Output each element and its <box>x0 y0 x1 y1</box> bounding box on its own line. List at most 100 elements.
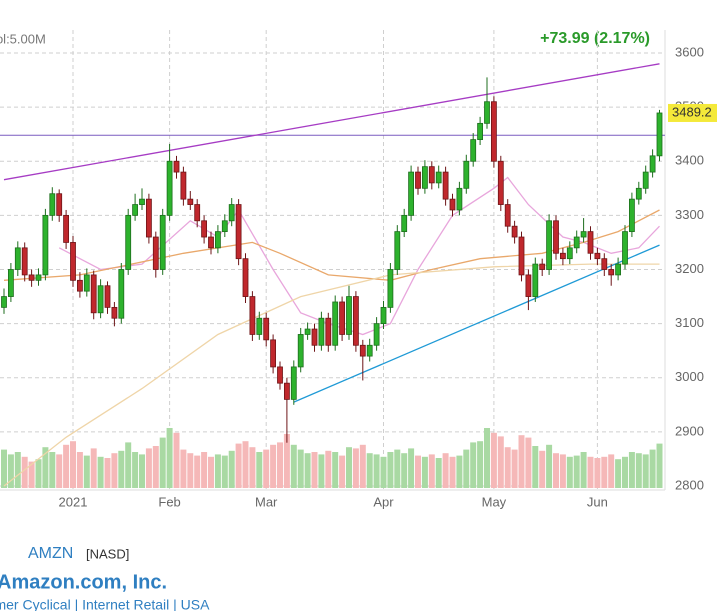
candle-body <box>642 171 649 189</box>
candle-body <box>125 214 132 270</box>
candle-body <box>104 285 111 308</box>
candle-body <box>139 198 145 205</box>
volume-bar <box>539 450 546 488</box>
candle-body <box>70 242 76 281</box>
candle-body <box>573 236 580 249</box>
candle-body <box>525 274 532 297</box>
candle-body <box>21 247 28 276</box>
candle-body <box>635 187 642 200</box>
volume-bar <box>201 452 208 488</box>
volume-bar <box>594 458 601 488</box>
volume-bar <box>401 453 408 488</box>
volume-bar <box>642 454 649 488</box>
volume-bar <box>283 434 290 488</box>
candle-body <box>608 269 615 276</box>
volume-bar <box>421 456 428 488</box>
volume-bar <box>304 453 311 488</box>
volume-bar <box>277 442 283 488</box>
candle-body <box>470 139 477 162</box>
sector: Consumer Cyclical | Internet Retail | US… <box>0 597 210 611</box>
volume-bar <box>504 447 511 488</box>
volume-bar <box>318 454 325 488</box>
candle-body <box>270 339 277 368</box>
candle-body <box>145 198 152 238</box>
candle-body <box>442 171 449 200</box>
x-tick-label: Mar <box>255 494 278 509</box>
candle-body <box>83 274 90 292</box>
volume-bar <box>256 452 263 488</box>
candle-body <box>325 317 332 346</box>
candle-body <box>352 296 359 346</box>
volume-bar <box>525 437 532 488</box>
volume-bar <box>490 432 497 488</box>
volume-bar <box>1 449 7 488</box>
candle-body <box>435 171 442 184</box>
volume-bar <box>14 452 21 488</box>
volume-bar <box>290 444 297 488</box>
volume-bar <box>145 448 152 488</box>
y-tick-label: 2800 <box>675 477 704 492</box>
volume-bar <box>566 456 573 488</box>
volume-bar <box>139 454 145 488</box>
candle-body <box>490 101 497 162</box>
candle-body <box>35 274 42 281</box>
volume-bar <box>97 456 104 488</box>
candle-body <box>249 296 256 335</box>
volume-bar <box>235 443 242 488</box>
volume-bar <box>580 452 587 488</box>
y-tick-label: 3400 <box>675 153 704 168</box>
volume-bar <box>104 458 111 488</box>
volume-bar <box>111 453 118 488</box>
volume-bar <box>42 447 49 488</box>
volume-bar <box>346 447 352 488</box>
candle-body <box>42 214 49 276</box>
candle-body <box>566 247 573 260</box>
candle-body <box>290 366 297 400</box>
candle-body <box>90 274 97 314</box>
volume-bar <box>477 441 484 488</box>
volume-bar <box>470 442 477 488</box>
candle-body <box>201 220 208 238</box>
volume-bar <box>532 446 539 488</box>
candle-body <box>228 204 235 222</box>
volume-bar <box>449 456 456 488</box>
volume-bar <box>463 449 470 488</box>
volume-bar <box>615 459 622 488</box>
candle-body <box>297 334 304 368</box>
candle-body <box>1 296 7 308</box>
y-tick-label: 3100 <box>675 315 704 330</box>
candle-body <box>428 166 435 184</box>
volume-bar <box>214 454 221 488</box>
x-tick-label: Apr <box>373 494 394 509</box>
price-tag-label: 3489.2 <box>672 104 712 119</box>
candle-body <box>380 306 387 325</box>
candle-body <box>77 279 83 292</box>
candle-body <box>49 193 56 216</box>
volume-bar <box>573 455 580 488</box>
candle-body <box>63 214 69 243</box>
price-tag <box>668 103 717 122</box>
volume-bar <box>297 449 304 488</box>
candle-body <box>277 366 283 384</box>
volume-bar <box>373 454 380 488</box>
volume-bar <box>649 449 656 488</box>
candle-body <box>615 263 621 276</box>
volume-bar <box>56 454 63 488</box>
candle-body <box>283 382 290 400</box>
volume-bar <box>187 453 194 488</box>
candle-body <box>408 171 415 216</box>
volume-bar <box>70 441 76 488</box>
volume-bar <box>332 452 339 488</box>
volume-bar <box>228 450 235 488</box>
candle-body <box>553 220 559 254</box>
candle-body <box>366 344 373 357</box>
candle-body <box>532 263 539 297</box>
volume-bar <box>359 444 366 488</box>
volume-bar <box>608 454 615 488</box>
candle-body <box>118 269 125 319</box>
volume-bar <box>166 428 173 488</box>
candle-body <box>263 317 270 341</box>
candle-body <box>539 263 546 270</box>
candles <box>1 77 663 443</box>
